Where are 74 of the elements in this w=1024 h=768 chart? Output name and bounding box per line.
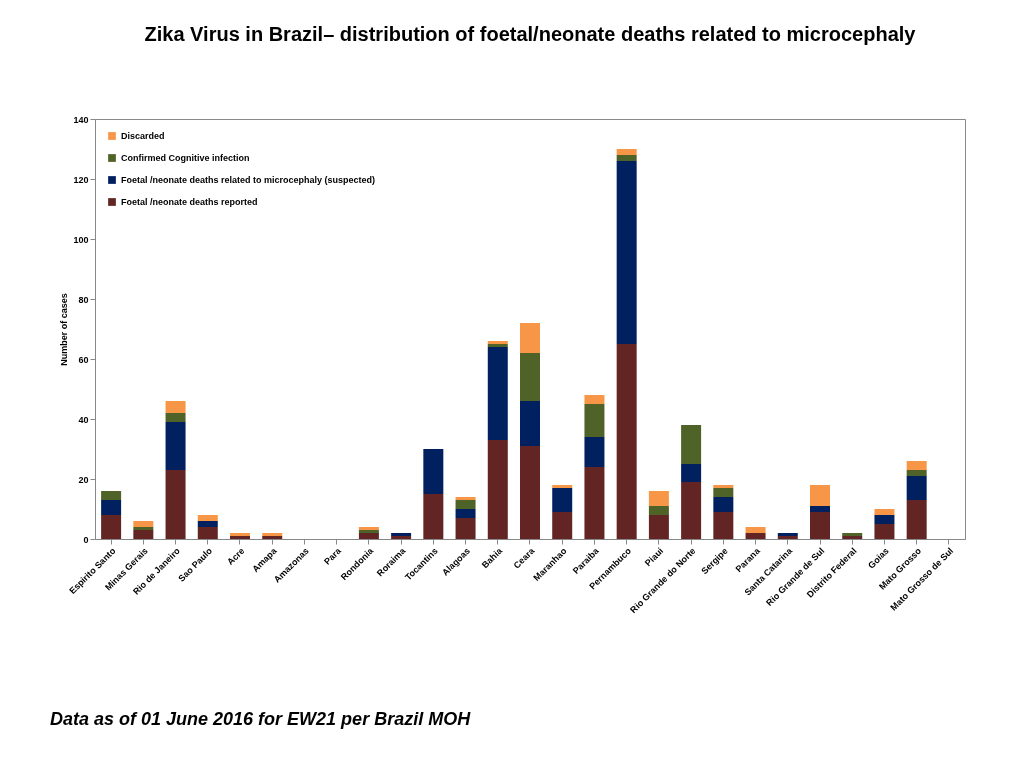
bar <box>906 461 927 470</box>
bar <box>358 533 379 539</box>
bar <box>197 527 218 539</box>
bar <box>810 506 830 512</box>
bar <box>681 482 702 539</box>
bar <box>874 524 895 539</box>
bar <box>584 395 605 404</box>
bar <box>423 494 444 539</box>
bar <box>713 488 734 497</box>
bar <box>165 401 186 413</box>
bar <box>713 497 734 512</box>
bar <box>133 530 154 539</box>
bar <box>455 497 476 500</box>
bar <box>810 512 830 539</box>
legend-label: Confirmed Cognitive infection <box>121 153 250 163</box>
legend-label: Foetal /neonate deaths related to microcephaly (suspected) <box>121 175 376 185</box>
bar <box>616 155 637 161</box>
bar <box>616 344 637 539</box>
bar <box>906 476 927 500</box>
bar <box>874 509 895 515</box>
y-tick-label: 20 <box>78 474 89 485</box>
bar <box>906 470 927 476</box>
bar <box>165 422 186 470</box>
bar <box>681 425 702 464</box>
bar <box>810 485 830 506</box>
bar <box>745 527 766 533</box>
bar <box>713 512 734 539</box>
bar <box>745 533 766 539</box>
bar <box>487 440 508 539</box>
bar <box>197 515 218 521</box>
bar <box>713 485 734 488</box>
bar <box>520 323 540 353</box>
text: Data as of 01 June 2016 for EW21 per Brazil MOH <box>50 709 472 729</box>
bar <box>101 491 122 500</box>
bar <box>616 161 637 344</box>
bar <box>165 413 186 422</box>
bar <box>455 500 476 509</box>
y-tick-label: 120 <box>73 174 89 185</box>
y-tick-label: 140 <box>73 114 89 125</box>
bar <box>584 437 605 467</box>
bar <box>520 401 540 446</box>
bar <box>197 521 218 527</box>
bar <box>584 404 605 437</box>
bar <box>552 512 573 539</box>
bar <box>455 509 476 518</box>
bar <box>487 347 508 440</box>
chart-title: Zika Virus in Brazil– distribution of foetal/neonate deaths related to microcephaly <box>144 23 917 45</box>
bar <box>552 488 573 512</box>
bar <box>133 521 154 527</box>
bar <box>133 527 154 530</box>
y-tick-label: 80 <box>78 294 89 305</box>
bar <box>874 515 895 524</box>
bar <box>648 515 669 539</box>
bar <box>616 149 637 155</box>
legend-label: Foetal /neonate deaths reported <box>121 197 258 207</box>
bar <box>552 485 573 488</box>
bar <box>165 470 186 539</box>
legend-label: Discarded <box>121 131 165 141</box>
y-axis-title: Number of cases <box>59 293 70 366</box>
bar <box>101 515 122 539</box>
bar <box>455 518 476 539</box>
bar <box>648 506 669 515</box>
bar <box>520 446 540 539</box>
y-tick-label: 60 <box>78 354 89 365</box>
y-tick-label: 0 <box>83 534 89 545</box>
bar <box>520 353 540 401</box>
y-tick-label: 40 <box>78 414 89 425</box>
bar <box>681 464 702 482</box>
bar <box>906 500 927 539</box>
bar <box>584 467 605 539</box>
y-tick-label: 100 <box>73 234 89 245</box>
bar <box>423 449 444 494</box>
bar <box>648 491 669 506</box>
bar <box>101 500 122 515</box>
